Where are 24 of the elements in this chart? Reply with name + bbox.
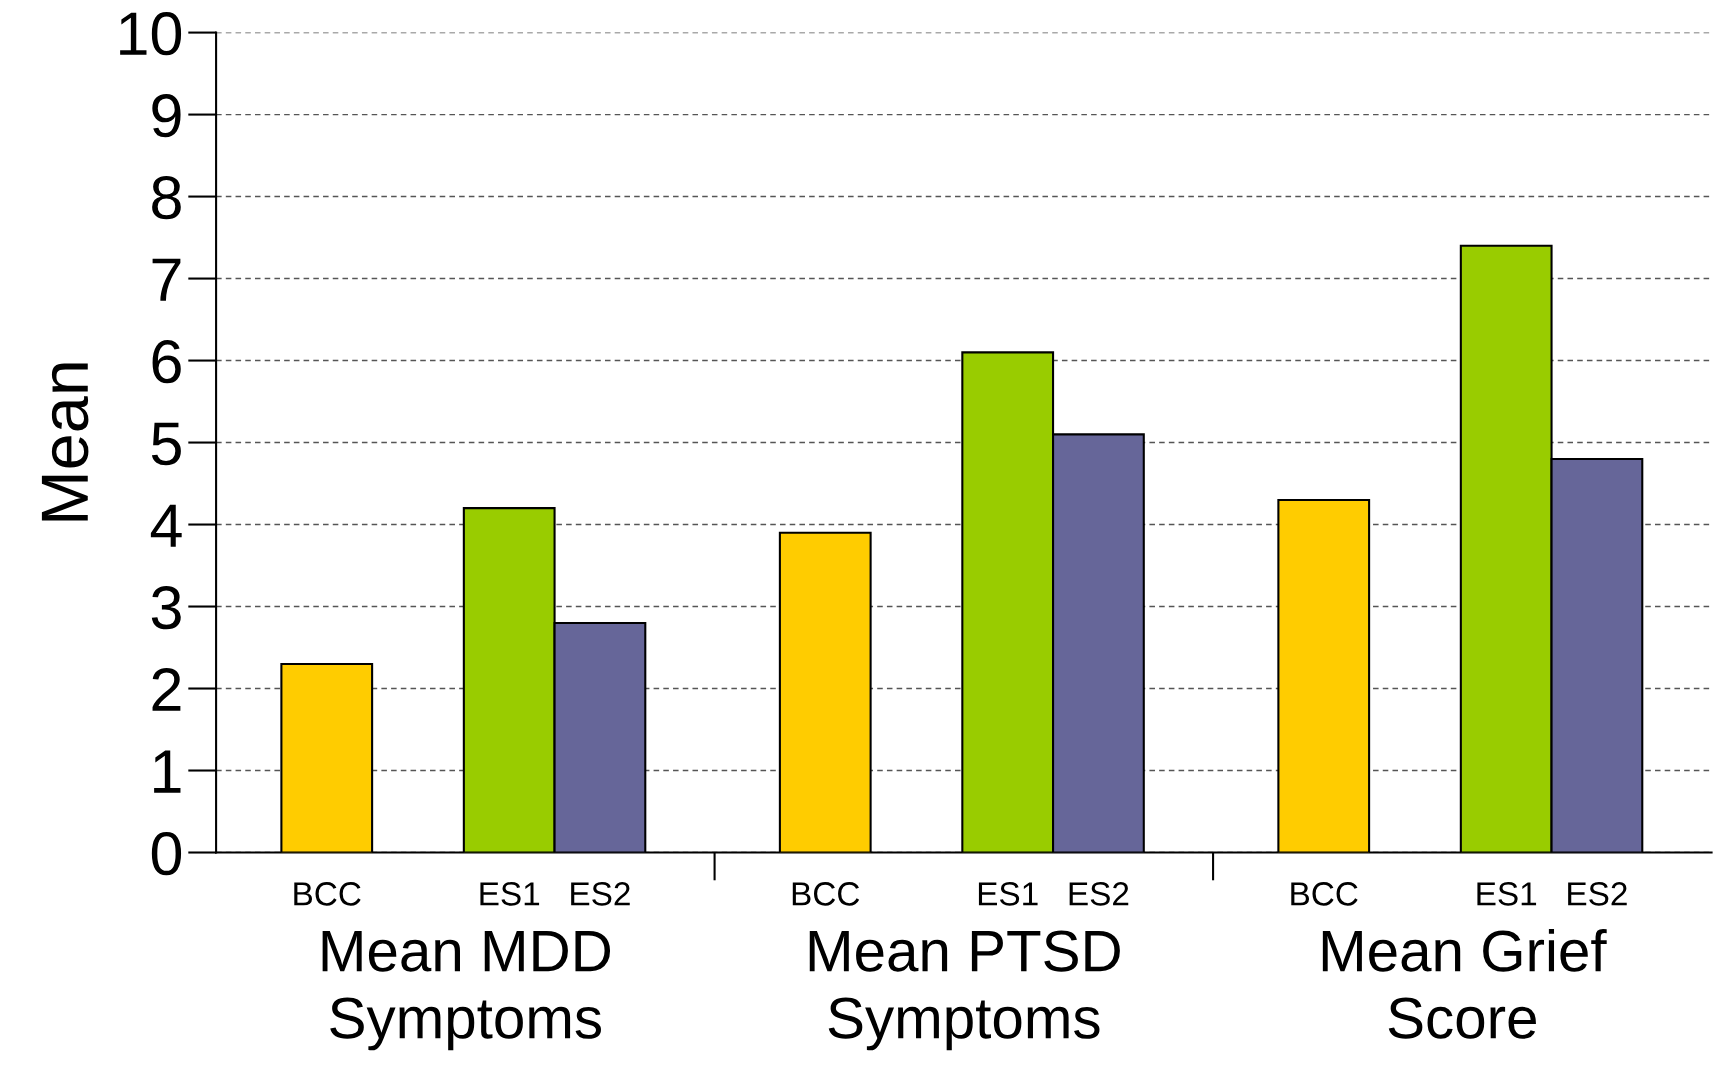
text: ES2 <box>1069 882 1129 906</box>
y-tick-label: 6 <box>152 340 181 384</box>
text: BCC <box>1291 882 1358 906</box>
y-tick-label: 5 <box>151 422 181 466</box>
y-tick-label: 0 <box>151 831 182 876</box>
text: BCC <box>792 882 860 906</box>
text: ES1 <box>1477 882 1537 906</box>
y-tick-label: 4 <box>150 504 182 547</box>
text: ES1 <box>978 882 1038 906</box>
series-label: BCC <box>294 882 361 906</box>
x-tick-label: Mean Grief Score <box>1322 928 1607 1039</box>
series-label: ES1 <box>480 882 540 906</box>
y-axis-title: Mean <box>41 363 89 521</box>
x-tick-label: Mean MDD Symptoms <box>322 931 611 1051</box>
text: ES2 <box>1568 882 1627 906</box>
series-label: ES2 <box>571 882 630 906</box>
x-tick-label: Mean PTSD Symptoms <box>809 930 1120 1051</box>
y-tick-label: 2 <box>152 667 181 711</box>
y-tick-label: 10 <box>120 12 182 56</box>
y-tick-label: 1 <box>154 750 181 793</box>
y-tick-label: 3 <box>151 586 181 630</box>
y-tick-label: 7 <box>152 258 181 301</box>
y-tick-label: 8 <box>152 176 181 220</box>
y-tick-label: 9 <box>152 94 181 138</box>
